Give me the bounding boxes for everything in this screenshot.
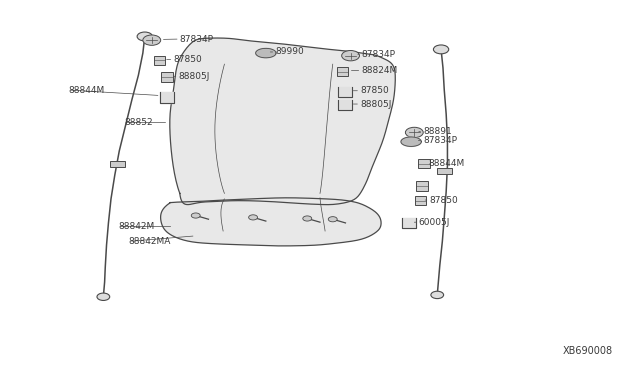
Bar	[109, 161, 125, 167]
Polygon shape	[161, 198, 381, 246]
Text: 89990: 89990	[275, 48, 304, 57]
Text: 87850: 87850	[360, 86, 389, 95]
Circle shape	[143, 35, 161, 45]
Circle shape	[328, 217, 337, 222]
Circle shape	[248, 215, 257, 220]
Text: 87850: 87850	[429, 196, 458, 205]
Text: 87834P: 87834P	[180, 35, 214, 44]
Circle shape	[137, 32, 152, 41]
Text: 88844M: 88844M	[428, 159, 465, 169]
Circle shape	[342, 51, 360, 61]
Polygon shape	[256, 48, 276, 58]
Text: 88842MA: 88842MA	[129, 237, 172, 246]
Text: 88891: 88891	[423, 127, 452, 136]
Polygon shape	[160, 92, 174, 103]
Circle shape	[433, 45, 449, 54]
Text: 60005J: 60005J	[419, 218, 450, 227]
Circle shape	[303, 216, 312, 221]
Text: 87834P: 87834P	[362, 50, 396, 59]
Text: XB690008: XB690008	[563, 346, 613, 356]
Bar	[154, 56, 165, 65]
Text: 87834P: 87834P	[423, 136, 457, 145]
Circle shape	[97, 293, 109, 301]
Text: 88805J: 88805J	[360, 100, 392, 109]
Polygon shape	[170, 38, 396, 205]
Polygon shape	[339, 100, 353, 110]
Text: 88842M: 88842M	[118, 222, 154, 231]
Bar	[416, 182, 428, 190]
Bar	[415, 196, 426, 205]
Circle shape	[405, 127, 423, 138]
Bar	[161, 73, 173, 82]
Bar	[337, 67, 348, 76]
Circle shape	[431, 291, 444, 299]
Text: 87850: 87850	[173, 55, 202, 64]
Circle shape	[191, 213, 200, 218]
Text: 88824M: 88824M	[362, 66, 397, 75]
Bar	[436, 168, 452, 174]
Text: 88844M: 88844M	[68, 86, 104, 94]
Polygon shape	[339, 87, 353, 97]
Bar	[418, 159, 429, 169]
Polygon shape	[402, 218, 416, 228]
Text: 88805J: 88805J	[179, 72, 210, 81]
Polygon shape	[401, 137, 421, 147]
Text: 88852: 88852	[124, 118, 153, 127]
